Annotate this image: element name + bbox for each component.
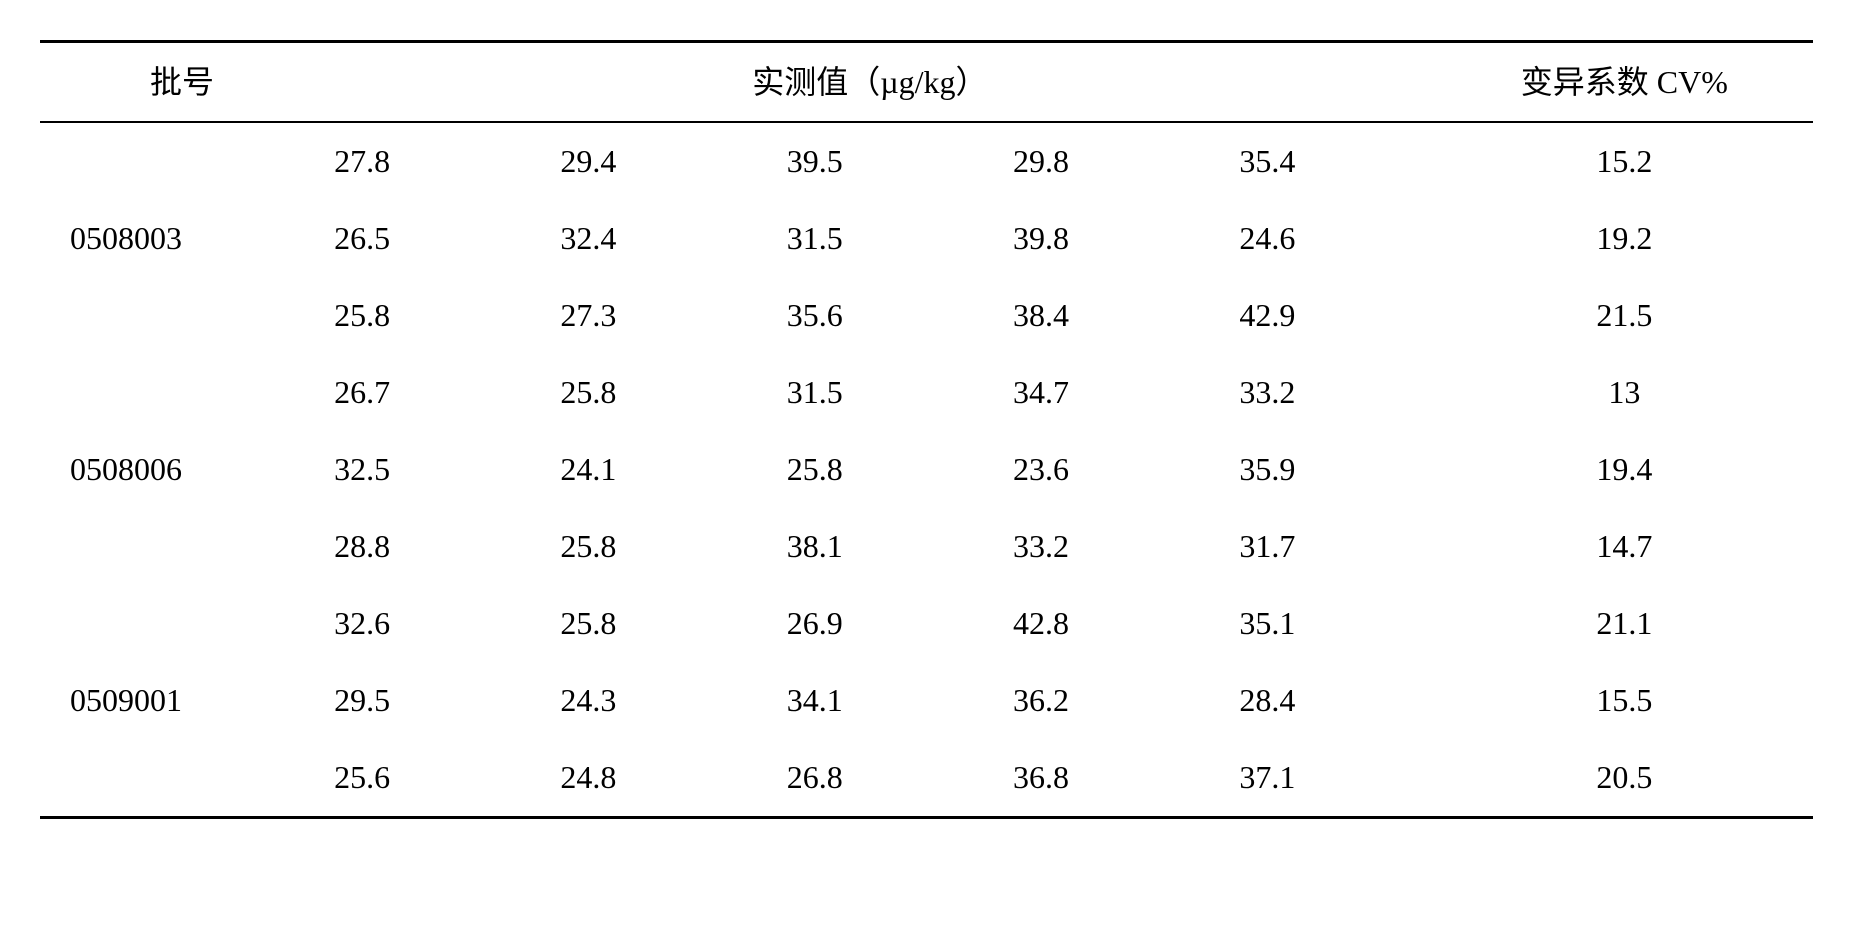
cv-cell: 13 xyxy=(1436,354,1813,431)
value-cell: 35.4 xyxy=(1209,122,1435,200)
data-table: 批号 实测值（µg/kg） 变异系数 CV% 27.8 29.4 39.5 29… xyxy=(40,40,1813,819)
value-cell: 24.3 xyxy=(530,662,756,739)
value-cell: 27.8 xyxy=(304,122,530,200)
table-row: 28.8 25.8 38.1 33.2 31.7 14.7 xyxy=(40,508,1813,585)
value-cell: 34.1 xyxy=(757,662,983,739)
batch-cell xyxy=(40,585,304,662)
value-cell: 25.6 xyxy=(304,739,530,818)
cv-cell: 19.4 xyxy=(1436,431,1813,508)
batch-cell xyxy=(40,739,304,818)
batch-cell xyxy=(40,508,304,585)
table-row: 25.6 24.8 26.8 36.8 37.1 20.5 xyxy=(40,739,1813,818)
cv-cell: 20.5 xyxy=(1436,739,1813,818)
value-cell: 42.9 xyxy=(1209,277,1435,354)
value-cell: 35.1 xyxy=(1209,585,1435,662)
batch-cell: 0508003 xyxy=(40,200,304,277)
value-cell: 33.2 xyxy=(983,508,1209,585)
value-cell: 25.8 xyxy=(530,585,756,662)
batch-cell xyxy=(40,354,304,431)
value-cell: 31.7 xyxy=(1209,508,1435,585)
value-cell: 28.4 xyxy=(1209,662,1435,739)
value-cell: 38.4 xyxy=(983,277,1209,354)
value-cell: 29.4 xyxy=(530,122,756,200)
header-batch: 批号 xyxy=(40,42,304,123)
batch-cell xyxy=(40,277,304,354)
value-cell: 32.6 xyxy=(304,585,530,662)
value-cell: 24.6 xyxy=(1209,200,1435,277)
value-cell: 28.8 xyxy=(304,508,530,585)
value-cell: 36.2 xyxy=(983,662,1209,739)
batch-cell: 0509001 xyxy=(40,662,304,739)
value-cell: 32.5 xyxy=(304,431,530,508)
table-row: 25.8 27.3 35.6 38.4 42.9 21.5 xyxy=(40,277,1813,354)
table-row: 0509001 29.5 24.3 34.1 36.2 28.4 15.5 xyxy=(40,662,1813,739)
value-cell: 36.8 xyxy=(983,739,1209,818)
value-cell: 33.2 xyxy=(1209,354,1435,431)
value-cell: 42.8 xyxy=(983,585,1209,662)
table-row: 32.6 25.8 26.9 42.8 35.1 21.1 xyxy=(40,585,1813,662)
value-cell: 39.8 xyxy=(983,200,1209,277)
cv-cell: 15.5 xyxy=(1436,662,1813,739)
table-row: 0508006 32.5 24.1 25.8 23.6 35.9 19.4 xyxy=(40,431,1813,508)
value-cell: 25.8 xyxy=(304,277,530,354)
table-row: 0508003 26.5 32.4 31.5 39.8 24.6 19.2 xyxy=(40,200,1813,277)
header-cv: 变异系数 CV% xyxy=(1436,42,1813,123)
value-cell: 37.1 xyxy=(1209,739,1435,818)
value-cell: 25.8 xyxy=(757,431,983,508)
value-cell: 24.8 xyxy=(530,739,756,818)
cv-cell: 21.5 xyxy=(1436,277,1813,354)
cv-cell: 21.1 xyxy=(1436,585,1813,662)
table-body: 27.8 29.4 39.5 29.8 35.4 15.2 0508003 26… xyxy=(40,122,1813,818)
table-row: 26.7 25.8 31.5 34.7 33.2 13 xyxy=(40,354,1813,431)
value-cell: 29.8 xyxy=(983,122,1209,200)
value-cell: 38.1 xyxy=(757,508,983,585)
value-cell: 25.8 xyxy=(530,508,756,585)
value-cell: 35.6 xyxy=(757,277,983,354)
batch-cell xyxy=(40,122,304,200)
value-cell: 35.9 xyxy=(1209,431,1435,508)
value-cell: 26.8 xyxy=(757,739,983,818)
cv-cell: 19.2 xyxy=(1436,200,1813,277)
cv-cell: 14.7 xyxy=(1436,508,1813,585)
value-cell: 26.7 xyxy=(304,354,530,431)
table-row: 27.8 29.4 39.5 29.8 35.4 15.2 xyxy=(40,122,1813,200)
value-cell: 32.4 xyxy=(530,200,756,277)
value-cell: 27.3 xyxy=(530,277,756,354)
value-cell: 24.1 xyxy=(530,431,756,508)
batch-cell: 0508006 xyxy=(40,431,304,508)
value-cell: 31.5 xyxy=(757,354,983,431)
header-measured: 实测值（µg/kg） xyxy=(304,42,1436,123)
value-cell: 25.8 xyxy=(530,354,756,431)
value-cell: 23.6 xyxy=(983,431,1209,508)
value-cell: 26.9 xyxy=(757,585,983,662)
header-row: 批号 实测值（µg/kg） 变异系数 CV% xyxy=(40,42,1813,123)
cv-cell: 15.2 xyxy=(1436,122,1813,200)
value-cell: 29.5 xyxy=(304,662,530,739)
value-cell: 26.5 xyxy=(304,200,530,277)
value-cell: 39.5 xyxy=(757,122,983,200)
value-cell: 31.5 xyxy=(757,200,983,277)
value-cell: 34.7 xyxy=(983,354,1209,431)
